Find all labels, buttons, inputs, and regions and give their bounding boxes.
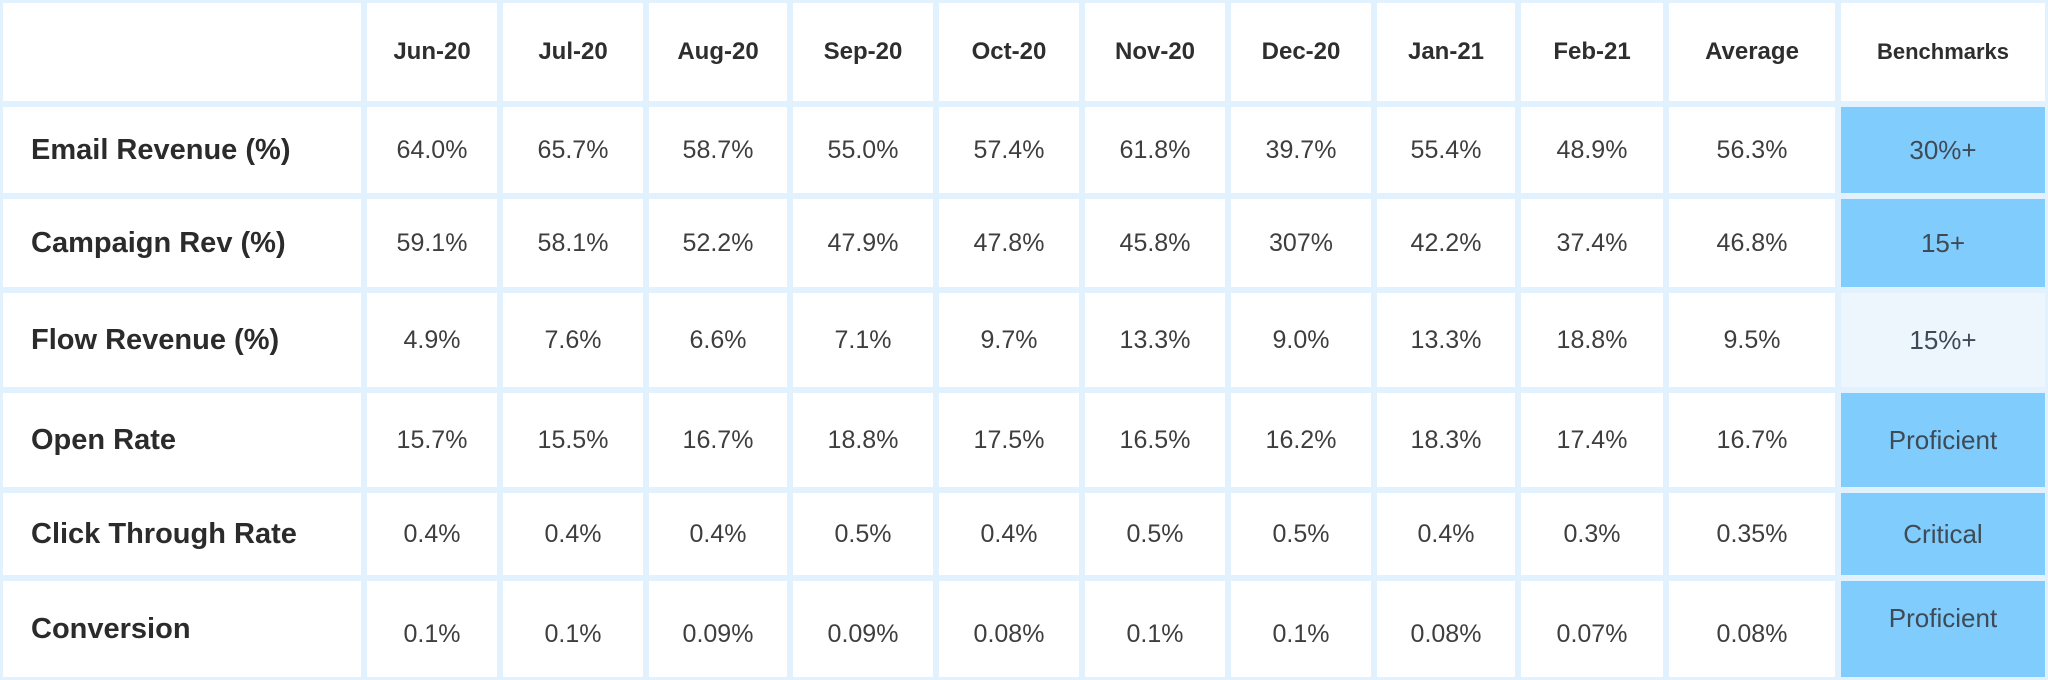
table-cell: 13.3% xyxy=(1374,290,1518,390)
table-cell: 18.8% xyxy=(790,390,936,490)
table-cell: 55.0% xyxy=(790,104,936,196)
row-label: Conversion xyxy=(0,578,364,680)
table-cell: 47.9% xyxy=(790,196,936,290)
table-cell: 307% xyxy=(1228,196,1374,290)
benchmark-cell: 30%+ xyxy=(1838,104,2048,196)
table-cell: 0.4% xyxy=(646,490,790,578)
table-cell: 0.4% xyxy=(500,490,646,578)
table-cell: 9.7% xyxy=(936,290,1082,390)
table-cell: 0.4% xyxy=(1374,490,1518,578)
table-cell: 61.8% xyxy=(1082,104,1228,196)
column-header: Feb-21 xyxy=(1518,0,1666,104)
table-cell: 0.5% xyxy=(790,490,936,578)
benchmark-cell: Proficient xyxy=(1838,578,2048,680)
table-cell: 0.4% xyxy=(936,490,1082,578)
table-cell: 46.8% xyxy=(1666,196,1838,290)
column-header: Jan-21 xyxy=(1374,0,1518,104)
header-corner-cell xyxy=(0,0,364,104)
column-header: Jun-20 xyxy=(364,0,500,104)
table-cell: 59.1% xyxy=(364,196,500,290)
benchmark-cell: Critical xyxy=(1838,490,2048,578)
table-cell: 9.0% xyxy=(1228,290,1374,390)
benchmark-cell: 15+ xyxy=(1838,196,2048,290)
column-header: Aug-20 xyxy=(646,0,790,104)
table-cell: 16.2% xyxy=(1228,390,1374,490)
table-cell: 65.7% xyxy=(500,104,646,196)
table-cell: 7.1% xyxy=(790,290,936,390)
table-cell: 37.4% xyxy=(1518,196,1666,290)
table-cell: 57.4% xyxy=(936,104,1082,196)
table-cell: 16.5% xyxy=(1082,390,1228,490)
row-label: Click Through Rate xyxy=(0,490,364,578)
table-cell: 0.08% xyxy=(936,578,1082,680)
table-cell: 56.3% xyxy=(1666,104,1838,196)
benchmark-cell: Proficient xyxy=(1838,390,2048,490)
table-cell: 48.9% xyxy=(1518,104,1666,196)
table-cell: 4.9% xyxy=(364,290,500,390)
table-cell: 0.5% xyxy=(1228,490,1374,578)
table-cell: 42.2% xyxy=(1374,196,1518,290)
table-cell: 0.1% xyxy=(1228,578,1374,680)
table-cell: 17.5% xyxy=(936,390,1082,490)
row-label: Email Revenue (%) xyxy=(0,104,364,196)
table-cell: 0.35% xyxy=(1666,490,1838,578)
column-header: Nov-20 xyxy=(1082,0,1228,104)
table-cell: 6.6% xyxy=(646,290,790,390)
table-cell: 58.7% xyxy=(646,104,790,196)
table-cell: 39.7% xyxy=(1228,104,1374,196)
table-cell: 58.1% xyxy=(500,196,646,290)
table-cell: 0.1% xyxy=(1082,578,1228,680)
column-header: Sep-20 xyxy=(790,0,936,104)
table-cell: 0.4% xyxy=(364,490,500,578)
table-cell: 7.6% xyxy=(500,290,646,390)
table-cell: 0.09% xyxy=(646,578,790,680)
table-cell: 0.09% xyxy=(790,578,936,680)
table-cell: 0.3% xyxy=(1518,490,1666,578)
table-cell: 18.3% xyxy=(1374,390,1518,490)
table-cell: 13.3% xyxy=(1082,290,1228,390)
table-cell: 18.8% xyxy=(1518,290,1666,390)
column-header: Average xyxy=(1666,0,1838,104)
table-cell: 64.0% xyxy=(364,104,500,196)
table-cell: 15.7% xyxy=(364,390,500,490)
table-cell: 0.08% xyxy=(1666,578,1838,680)
table-cell: 47.8% xyxy=(936,196,1082,290)
table-cell: 0.1% xyxy=(500,578,646,680)
table-cell: 0.1% xyxy=(364,578,500,680)
row-label: Campaign Rev (%) xyxy=(0,196,364,290)
column-header: Jul-20 xyxy=(500,0,646,104)
table-cell: 9.5% xyxy=(1666,290,1838,390)
table-cell: 0.08% xyxy=(1374,578,1518,680)
table-cell: 45.8% xyxy=(1082,196,1228,290)
table-cell: 16.7% xyxy=(646,390,790,490)
benchmarks-header: Benchmarks xyxy=(1838,0,2048,104)
column-header: Oct-20 xyxy=(936,0,1082,104)
row-label: Flow Revenue (%) xyxy=(0,290,364,390)
table-cell: 0.07% xyxy=(1518,578,1666,680)
table-cell: 52.2% xyxy=(646,196,790,290)
benchmark-cell: 15%+ xyxy=(1838,290,2048,390)
table-cell: 17.4% xyxy=(1518,390,1666,490)
table-cell: 15.5% xyxy=(500,390,646,490)
row-label: Open Rate xyxy=(0,390,364,490)
table-cell: 16.7% xyxy=(1666,390,1838,490)
table-cell: 0.5% xyxy=(1082,490,1228,578)
column-header: Dec-20 xyxy=(1228,0,1374,104)
table-cell: 55.4% xyxy=(1374,104,1518,196)
